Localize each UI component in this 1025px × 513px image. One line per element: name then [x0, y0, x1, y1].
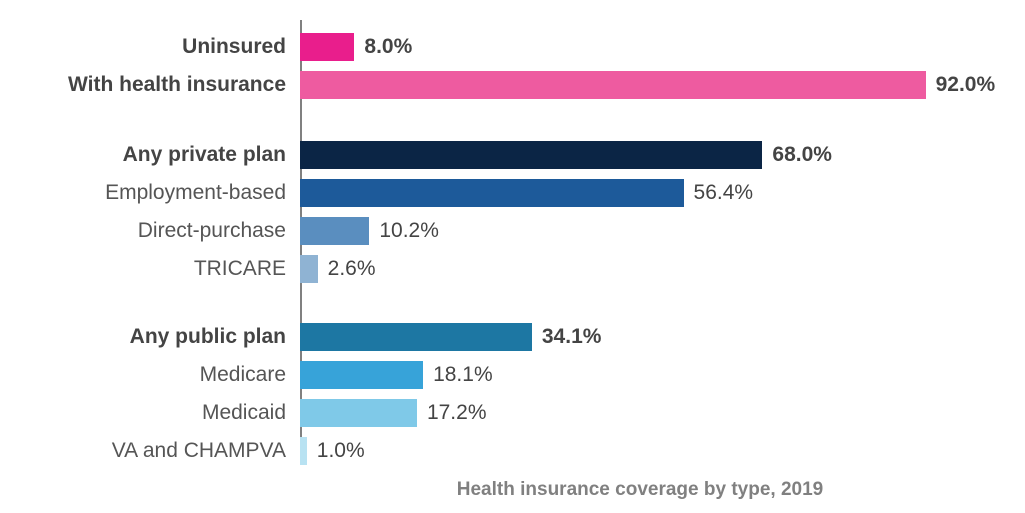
bar-row: VA and CHAMPVA1.0% — [300, 434, 365, 468]
bar-row: Direct-purchase10.2% — [300, 214, 439, 248]
bar-row: Uninsured8.0% — [300, 30, 412, 64]
bar-label: Employment-based — [105, 176, 300, 210]
bar — [300, 399, 417, 427]
bar-label: With health insurance — [68, 68, 300, 102]
bar-value: 8.0% — [354, 35, 412, 59]
bar — [300, 33, 354, 61]
bar-label: TRICARE — [194, 252, 300, 286]
bar-label: Uninsured — [182, 30, 300, 64]
bar-row: With health insurance92.0% — [300, 68, 995, 102]
plot-area: Uninsured8.0%With health insurance92.0%A… — [300, 20, 980, 460]
chart-caption: Health insurance coverage by type, 2019 — [300, 479, 980, 501]
insurance-coverage-chart: Uninsured8.0%With health insurance92.0%A… — [0, 0, 1025, 513]
bar-row: Medicare18.1% — [300, 358, 493, 392]
bar-value: 10.2% — [369, 219, 439, 243]
bar-value: 2.6% — [318, 257, 376, 281]
bar-value: 56.4% — [684, 181, 754, 205]
bar-label: Any private plan — [123, 138, 300, 172]
bar-label: Direct-purchase — [138, 214, 300, 248]
bar-value: 34.1% — [532, 325, 602, 349]
bar-value: 92.0% — [926, 73, 996, 97]
bar-value: 18.1% — [423, 363, 493, 387]
bar — [300, 179, 684, 207]
bar-row: TRICARE2.6% — [300, 252, 376, 286]
bar-label: Medicaid — [202, 396, 300, 430]
bar-row: Employment-based56.4% — [300, 176, 753, 210]
bar — [300, 71, 926, 99]
bar — [300, 217, 369, 245]
bar-value: 68.0% — [762, 143, 832, 167]
bar-row: Any private plan68.0% — [300, 138, 832, 172]
bar — [300, 437, 307, 465]
bar-row: Any public plan34.1% — [300, 320, 601, 354]
bar-label: VA and CHAMPVA — [112, 434, 300, 468]
bar — [300, 323, 532, 351]
bar-label: Any public plan — [130, 320, 300, 354]
bar-row: Medicaid17.2% — [300, 396, 487, 430]
bar-value: 1.0% — [307, 439, 365, 463]
bar — [300, 255, 318, 283]
bar-value: 17.2% — [417, 401, 487, 425]
bar-label: Medicare — [200, 358, 300, 392]
bar — [300, 141, 762, 169]
bar — [300, 361, 423, 389]
